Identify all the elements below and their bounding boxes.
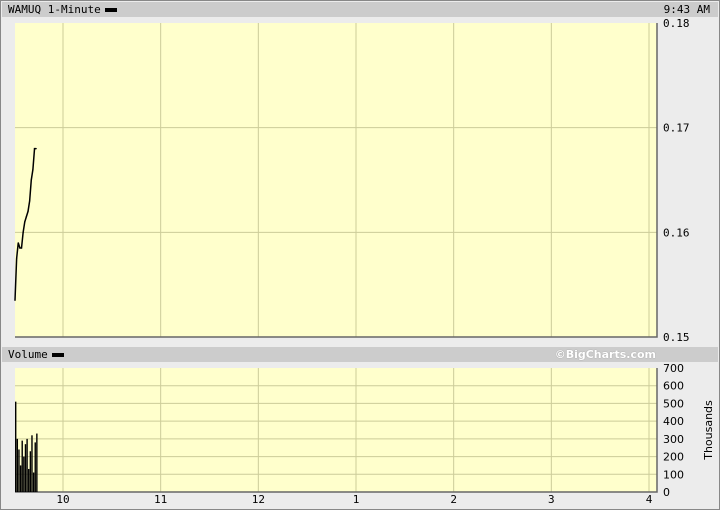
x-tick-label: 10: [56, 493, 69, 506]
volume-y-tick-label: 0: [663, 486, 670, 499]
price-header: WAMUQ 1-Minute 9:43 AM: [2, 2, 718, 17]
price-point: [16, 257, 18, 260]
x-tick-label: 4: [646, 493, 653, 506]
x-tick-label: 12: [252, 493, 265, 506]
legend-key: [104, 8, 117, 12]
volume-bar: [24, 444, 27, 492]
price-point: [33, 148, 36, 150]
price-point: [35, 148, 37, 150]
volume-plot-border: [15, 368, 658, 493]
volume-bar: [29, 451, 32, 492]
volume-title: Volume: [8, 348, 48, 361]
price-point: [19, 247, 21, 249]
volume-bar: [31, 435, 33, 492]
volume-bar: [26, 438, 28, 492]
volume-bar: [36, 433, 38, 492]
chart-title: WAMUQ 1-Minute: [8, 3, 101, 16]
price-point: [17, 242, 19, 244]
x-tick-label: 11: [154, 493, 167, 506]
price-y-tick-label: 0.16: [663, 226, 690, 239]
price-point: [25, 216, 27, 218]
price-point: [29, 200, 31, 202]
volume-header: Volume ©BigCharts.com: [2, 347, 718, 362]
price-y-tick-label: 0.18: [663, 17, 690, 30]
x-tick-label: 2: [450, 493, 457, 506]
price-plot-border: [15, 23, 658, 338]
copyright: ©BigCharts.com: [554, 348, 656, 361]
time-label: 9:43 AM: [663, 3, 710, 16]
x-tick-label: 3: [548, 493, 555, 506]
volume-y-tick-label: 600: [663, 380, 684, 393]
volume-bar: [32, 472, 35, 492]
volume-y-tick-label: 200: [663, 451, 684, 464]
price-line: [14, 147, 37, 301]
volume-bar: [15, 401, 17, 492]
volume-bar: [18, 449, 20, 492]
volume-y-tick-label: 100: [663, 468, 684, 481]
volume-bar: [19, 465, 22, 492]
volume-bar: [28, 468, 30, 492]
volume-legend-key: [51, 353, 64, 357]
volume-y-axis-label: Thousands: [702, 400, 715, 461]
x-tick-label: 1: [353, 493, 360, 506]
volume-y-tick-label: 700: [663, 362, 684, 375]
volume-y-tick-label: 300: [663, 433, 684, 446]
price-y-tick-label: 0.15: [663, 331, 690, 344]
price-plot-area: [15, 23, 657, 337]
volume-bar: [34, 442, 36, 492]
volume-y-tick-label: 500: [663, 397, 684, 410]
volume-bar: [21, 440, 23, 492]
price-y-tick-label: 0.17: [663, 122, 690, 135]
price-point: [32, 168, 34, 171]
price-point: [14, 299, 16, 301]
price-point: [27, 210, 29, 212]
volume-bar: [23, 456, 25, 492]
price-point: [30, 179, 32, 181]
price-point: [22, 231, 24, 233]
price-point: [20, 247, 23, 249]
volume-y-tick-label: 400: [663, 415, 684, 428]
price-point: [24, 221, 26, 223]
volume-bar: [16, 438, 19, 492]
volume-plot-area: [15, 368, 657, 492]
